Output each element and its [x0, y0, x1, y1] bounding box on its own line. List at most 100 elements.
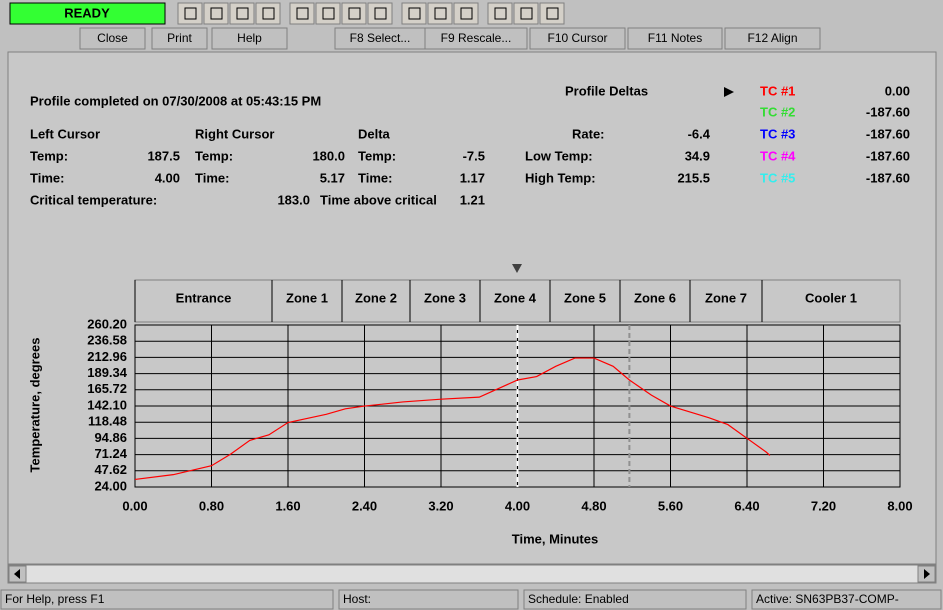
button-label: F12 Align: [747, 31, 797, 45]
toolbar-icon[interactable]: [289, 2, 315, 25]
button-label: Print: [167, 31, 192, 45]
button-label: Close: [97, 31, 128, 45]
x-tick-label: 3.20: [428, 498, 453, 513]
zone-label: Zone 5: [564, 290, 606, 305]
y-tick-label: 260.20: [87, 316, 127, 331]
x-tick-label: 1.60: [275, 498, 300, 513]
toolbar-icon[interactable]: [315, 2, 341, 25]
toolbar-icon[interactable]: [255, 2, 281, 25]
cursor-label: Temp:: [358, 148, 396, 163]
zone-label: Cooler 1: [805, 290, 857, 305]
critical-label: Time above critical: [320, 192, 437, 207]
status-text: READY: [64, 5, 110, 20]
y-tick-label: 47.62: [94, 462, 127, 477]
icon-glyph: [348, 7, 361, 20]
x-tick-label: 8.00: [887, 498, 912, 513]
y-tick-label: 212.96: [87, 349, 127, 364]
toolbar-icon[interactable]: [487, 2, 513, 25]
icon-glyph: [520, 7, 533, 20]
button-label: F11 Notes: [648, 31, 702, 45]
y-tick-label: 236.58: [87, 333, 127, 348]
rate-label: Low Temp:: [525, 148, 593, 163]
toolbar-icon[interactable]: [513, 2, 539, 25]
x-tick-label: 4.80: [581, 498, 606, 513]
cursor-value: -7.5: [463, 148, 485, 163]
y-axis-label: Temperature, degrees: [27, 338, 42, 473]
tc-value: -187.60: [866, 148, 910, 163]
toolbar-icon[interactable]: [177, 2, 203, 25]
status-pane: [338, 589, 519, 610]
cursor-value: 5.17: [320, 170, 345, 185]
icon-glyph: [184, 7, 197, 20]
icon-glyph: [494, 7, 507, 20]
button[interactable]: [424, 27, 528, 50]
toolbar-icon[interactable]: [427, 2, 453, 25]
icon-glyph: [460, 7, 473, 20]
button[interactable]: [724, 27, 821, 50]
y-tick-label: 94.86: [94, 430, 127, 445]
toolbar-icon[interactable]: [341, 2, 367, 25]
critical-value: 183.0: [277, 192, 310, 207]
button[interactable]: [627, 27, 723, 50]
y-tick-label: 189.34: [87, 365, 128, 380]
status-text: Schedule: Enabled: [528, 592, 629, 606]
toolbar-icon[interactable]: [539, 2, 565, 25]
y-tick-label: 24.00: [94, 478, 127, 493]
icon-glyph: [210, 7, 223, 20]
icon-glyph: [434, 7, 447, 20]
profile-completed: Profile completed on 07/30/2008 at 05:43…: [30, 93, 321, 108]
cursor-value: 180.0: [312, 148, 345, 163]
cursor-header: Right Cursor: [195, 126, 274, 141]
zone-label: Zone 4: [494, 290, 537, 305]
scrollbar[interactable]: [7, 564, 937, 584]
icon-glyph: [236, 7, 249, 20]
zone-label: Zone 6: [634, 290, 676, 305]
status-text: For Help, press F1: [5, 592, 105, 606]
toolbar-icon[interactable]: [453, 2, 479, 25]
tc-name: TC #1: [760, 83, 795, 98]
icon-glyph: [374, 7, 387, 20]
cursor-marker: [512, 264, 522, 273]
icon-glyph: [296, 7, 309, 20]
arrow: [14, 569, 20, 579]
tc-name: TC #3: [760, 126, 795, 141]
status-pane: [751, 589, 942, 610]
zone-label: Zone 7: [705, 290, 747, 305]
status-pane: [523, 589, 747, 610]
deltas-title: Profile Deltas: [565, 83, 648, 98]
x-axis-label: Time, Minutes: [512, 531, 598, 546]
toolbar-icon[interactable]: [367, 2, 393, 25]
button[interactable]: [151, 27, 208, 50]
x-tick-label: 4.00: [505, 498, 530, 513]
icon-glyph: [546, 7, 559, 20]
toolbar-icon[interactable]: [229, 2, 255, 25]
toolbar-icon[interactable]: [203, 2, 229, 25]
icon-glyph: [408, 7, 421, 20]
rate-value: -6.4: [688, 126, 711, 141]
y-tick-label: 71.24: [94, 446, 127, 461]
rate-value: 215.5: [677, 170, 710, 185]
rate-value: 34.9: [685, 148, 710, 163]
y-tick-label: 165.72: [87, 381, 127, 396]
button[interactable]: [529, 27, 626, 50]
button[interactable]: [211, 27, 288, 50]
toolbar-icon[interactable]: [401, 2, 427, 25]
cursor-label: Temp:: [195, 148, 233, 163]
cursor-header: Delta: [358, 126, 391, 141]
tc-name: TC #5: [760, 170, 795, 185]
x-tick-label: 0.00: [122, 498, 147, 513]
x-tick-label: 0.80: [199, 498, 224, 513]
cursor-label: Time:: [30, 170, 64, 185]
x-tick-label: 6.40: [734, 498, 759, 513]
arrow: [924, 569, 930, 579]
cursor-value: 187.5: [147, 148, 180, 163]
button-label: Help: [237, 31, 262, 45]
button[interactable]: [79, 27, 146, 50]
tc-name: TC #2: [760, 104, 795, 119]
zone-header: [134, 279, 901, 323]
series-line: [134, 357, 771, 481]
icon-glyph: [322, 7, 335, 20]
status-indicator: [9, 2, 166, 25]
cursor-value: 1.17: [460, 170, 485, 185]
